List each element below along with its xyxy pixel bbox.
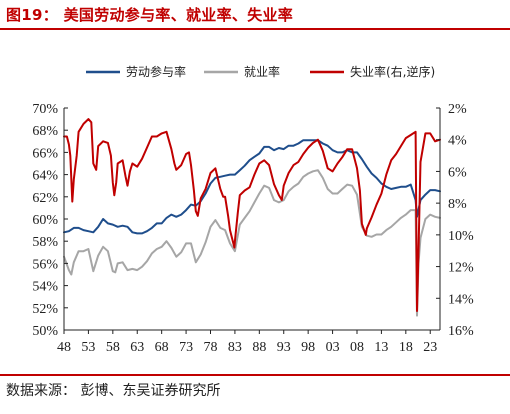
x-tick-label: 58 [106,340,120,355]
title-rule [0,28,510,30]
legend-label: 就业率 [244,64,280,79]
legend-label: 失业率(右,逆序) [350,64,435,79]
x-tick-label: 93 [277,340,291,355]
left-tick-label: 66% [32,146,58,161]
x-tick-label: 78 [203,340,217,355]
source-rule [0,374,510,376]
line-chart: 劳动参与率 就业率 失业率(右,逆序) 70% 68% 66% 64% 62% 60% 58% 5… [32,64,474,355]
x-tick-label: 88 [252,340,266,355]
left-tick-label: 68% [32,124,58,139]
right-tick-label: 10% [448,229,474,244]
right-tick-label: 6% [448,165,467,180]
right-tick-label: 16% [448,324,474,339]
right-tick-label: 4% [448,134,467,149]
left-tick-label: 52% [32,302,58,317]
left-tick-label: 60% [32,213,58,228]
right-tick-label: 14% [448,292,474,307]
left-tick-label: 56% [32,257,58,272]
left-tick-label: 70% [32,102,58,117]
x-tick-label: 83 [228,340,242,355]
left-tick-label: 50% [32,324,58,339]
figure-title: 图19： 美国劳动参与率、就业率、失业率 [6,6,294,24]
x-tick-label: 48 [57,340,71,355]
left-tick-label: 54% [32,280,58,295]
x-tick-label: 08 [350,340,364,355]
x-tick-label: 03 [326,340,340,355]
x-tick-label: 18 [399,340,413,355]
x-tick-label: 98 [301,340,315,355]
right-tick-label: 8% [448,197,467,212]
source-note: 数据来源： 彭博、东吴证券研究所 [6,383,221,399]
right-tick-label: 2% [448,102,467,117]
x-tick-label: 73 [179,340,193,355]
x-tick-label: 68 [155,340,169,355]
x-tick-label: 53 [81,340,95,355]
employment-rate-line [63,169,441,317]
right-tick-label: 12% [448,261,474,276]
participation-rate-line [63,139,441,235]
legend: 劳动参与率 就业率 失业率(右,逆序) [86,64,435,79]
plot-area [63,118,441,317]
unemployment-rate-line [63,118,441,312]
x-tick-label: 13 [374,340,388,355]
left-tick-label: 58% [32,235,58,250]
x-tick-label: 63 [130,340,144,355]
left-tick-label: 64% [32,169,58,184]
x-tick-label: 23 [423,340,437,355]
left-tick-label: 62% [32,191,58,206]
axes: 70% 68% 66% 64% 62% 60% 58% 56% 54% 52% 50% 2% 4% 6% 8… [32,102,474,355]
legend-label: 劳动参与率 [126,64,186,79]
